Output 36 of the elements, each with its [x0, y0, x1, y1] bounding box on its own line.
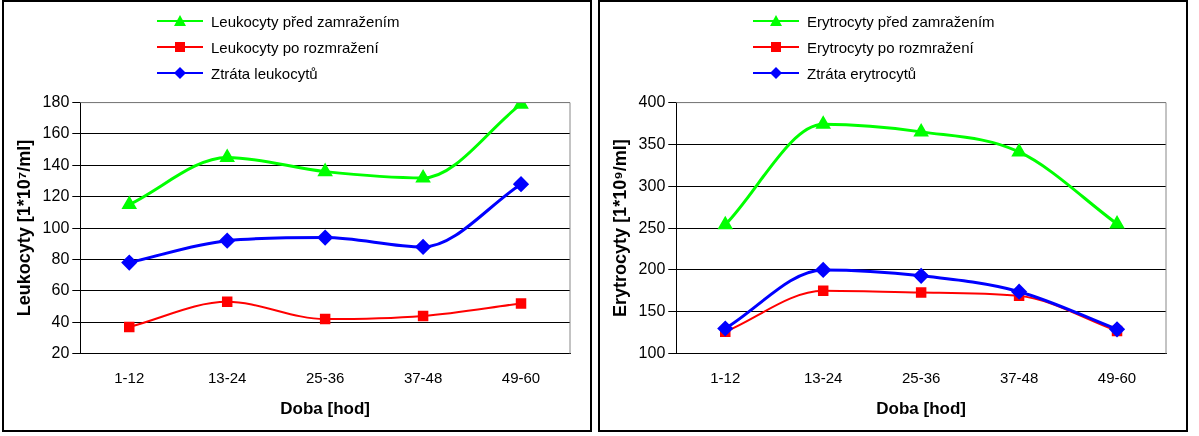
y-tick-label: 200: [638, 260, 666, 278]
y-tick-label: 100: [42, 218, 70, 236]
x-tick-label: 13-24: [804, 368, 843, 386]
x-tick-label: 49-60: [1097, 368, 1137, 386]
legend-label: Leukocyty po rozmražení: [211, 38, 379, 56]
x-tick-label: 37-48: [999, 368, 1039, 386]
x-tick-label: 25-36: [901, 368, 941, 386]
x-tick-label: 13-24: [208, 368, 247, 386]
legend-label: Erytrocyty před zamražením: [807, 12, 995, 30]
y-tick-label: 80: [51, 249, 70, 267]
y-tick-label: 60: [51, 281, 70, 299]
y-tick-label: 40: [51, 312, 70, 330]
x-axis-title: Doba [hod]: [280, 399, 370, 419]
y-tick-label: 120: [42, 187, 70, 205]
y-tick-label: 350: [638, 134, 666, 152]
x-tick-label: 49-60: [501, 368, 541, 386]
x-tick-label: 1-12: [114, 368, 145, 386]
y-tick-label: 250: [638, 218, 666, 236]
legend-label: Ztráta erytrocytů: [807, 64, 917, 82]
legend-label: Leukocyty před zamražením: [211, 12, 400, 30]
x-tick-label: 1-12: [710, 368, 741, 386]
legend-label: Ztráta leukocytů: [211, 64, 318, 82]
y-tick-label: 300: [638, 176, 666, 194]
legend-label: Erytrocyty po rozmražení: [807, 38, 974, 56]
x-tick-label: 37-48: [403, 368, 443, 386]
y-tick-label: 400: [638, 93, 666, 111]
y-tick-label: 180: [42, 93, 70, 111]
y-tick-label: 140: [42, 155, 70, 173]
y-tick-label: 20: [51, 344, 70, 362]
x-tick-label: 25-36: [305, 368, 345, 386]
y-tick-label: 100: [638, 344, 666, 362]
x-axis-title: Doba [hod]: [876, 399, 966, 419]
y-tick-label: 150: [638, 302, 666, 320]
y-axis-title: Erytrocyty [1*10⁹/ml]: [609, 139, 630, 317]
y-axis-title: Leukocyty [1*10⁷/ml]: [13, 139, 34, 317]
y-tick-label: 160: [42, 124, 70, 142]
